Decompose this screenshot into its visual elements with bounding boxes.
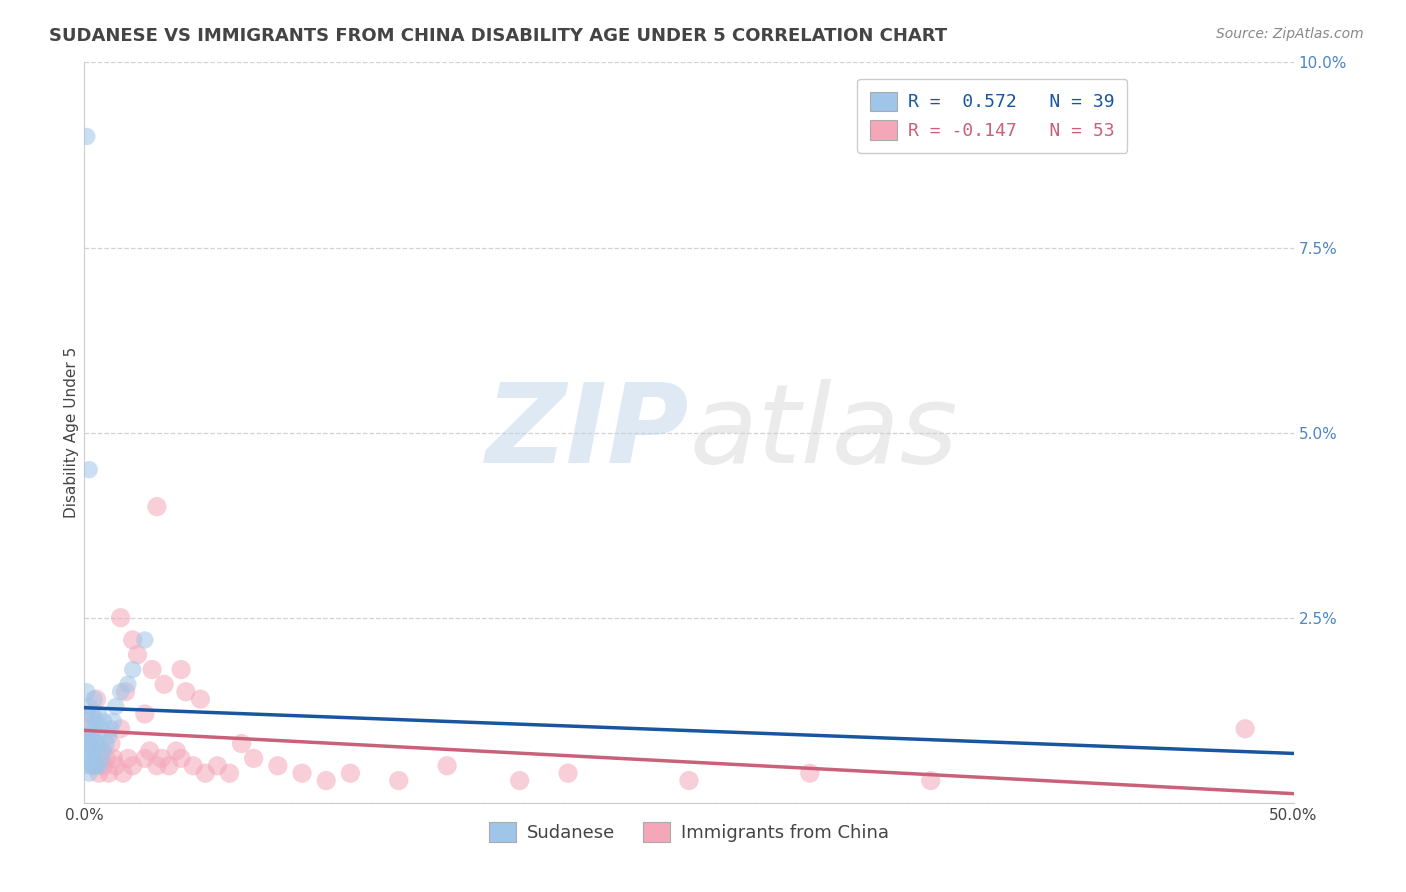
Point [86, 692, 108, 706]
Point [134, 706, 156, 721]
Point [77, 699, 100, 714]
Point [77, 737, 100, 751]
Point [117, 677, 139, 691]
Point [146, 758, 169, 772]
Point [97, 729, 120, 743]
Point [170, 751, 193, 765]
Point [146, 500, 169, 514]
Point [77, 751, 100, 765]
Point [76, 706, 98, 721]
Point [86, 758, 108, 772]
Point [920, 773, 942, 788]
Point [207, 758, 229, 772]
Point [103, 751, 125, 765]
Point [87, 737, 110, 751]
Point [114, 685, 136, 699]
Point [436, 758, 458, 772]
Point [90, 722, 112, 736]
Point [110, 685, 132, 699]
Point [190, 692, 212, 706]
Point [83, 744, 105, 758]
Point [678, 773, 700, 788]
Point [100, 722, 122, 736]
Point [76, 129, 98, 144]
Point [181, 758, 204, 772]
Point [150, 751, 173, 765]
Point [77, 722, 100, 736]
Point [77, 737, 100, 751]
Point [80, 744, 103, 758]
Point [80, 706, 103, 721]
Point [134, 632, 156, 647]
Point [170, 663, 193, 677]
Point [194, 766, 217, 780]
Text: Source: ZipAtlas.com: Source: ZipAtlas.com [1216, 27, 1364, 41]
Point [93, 714, 115, 729]
Point [80, 706, 103, 721]
Point [87, 706, 110, 721]
Point [87, 758, 110, 772]
Point [76, 758, 98, 772]
Point [83, 692, 105, 706]
Point [121, 663, 143, 677]
Point [165, 744, 187, 758]
Point [315, 773, 337, 788]
Point [127, 648, 149, 662]
Point [76, 729, 98, 743]
Point [80, 729, 103, 743]
Point [291, 766, 314, 780]
Point [77, 766, 100, 780]
Point [76, 685, 98, 699]
Point [93, 744, 115, 758]
Point [388, 773, 411, 788]
Point [87, 766, 110, 780]
Point [242, 751, 264, 765]
Point [86, 714, 108, 729]
Point [110, 722, 132, 736]
Point [267, 758, 290, 772]
Point [141, 663, 163, 677]
Text: ZIP: ZIP [485, 379, 689, 486]
Point [231, 737, 253, 751]
Point [103, 714, 125, 729]
Point [104, 758, 127, 772]
Text: atlas: atlas [689, 379, 957, 486]
Point [121, 632, 143, 647]
Point [76, 744, 98, 758]
Point [557, 766, 579, 780]
Point [339, 766, 361, 780]
Point [94, 751, 117, 765]
Point [134, 751, 156, 765]
Point [77, 462, 100, 476]
Point [100, 737, 122, 751]
Y-axis label: Disability Age Under 5: Disability Age Under 5 [63, 347, 79, 518]
Point [1234, 722, 1257, 736]
Point [76, 722, 98, 736]
Point [138, 744, 160, 758]
Point [104, 699, 127, 714]
Point [153, 677, 176, 691]
Text: SUDANESE VS IMMIGRANTS FROM CHINA DISABILITY AGE UNDER 5 CORRELATION CHART: SUDANESE VS IMMIGRANTS FROM CHINA DISABI… [49, 27, 948, 45]
Point [117, 751, 139, 765]
Point [799, 766, 821, 780]
Point [80, 758, 103, 772]
Point [218, 766, 240, 780]
Legend: Sudanese, Immigrants from China: Sudanese, Immigrants from China [482, 815, 896, 849]
Point [93, 758, 115, 772]
Point [121, 758, 143, 772]
Point [83, 722, 105, 736]
Point [90, 744, 112, 758]
Point [110, 610, 132, 624]
Point [97, 766, 120, 780]
Point [83, 758, 105, 772]
Point [94, 737, 117, 751]
Point [157, 758, 180, 772]
Point [90, 751, 112, 765]
Point [509, 773, 531, 788]
Point [86, 737, 108, 751]
Point [174, 685, 197, 699]
Point [83, 758, 105, 772]
Point [112, 766, 135, 780]
